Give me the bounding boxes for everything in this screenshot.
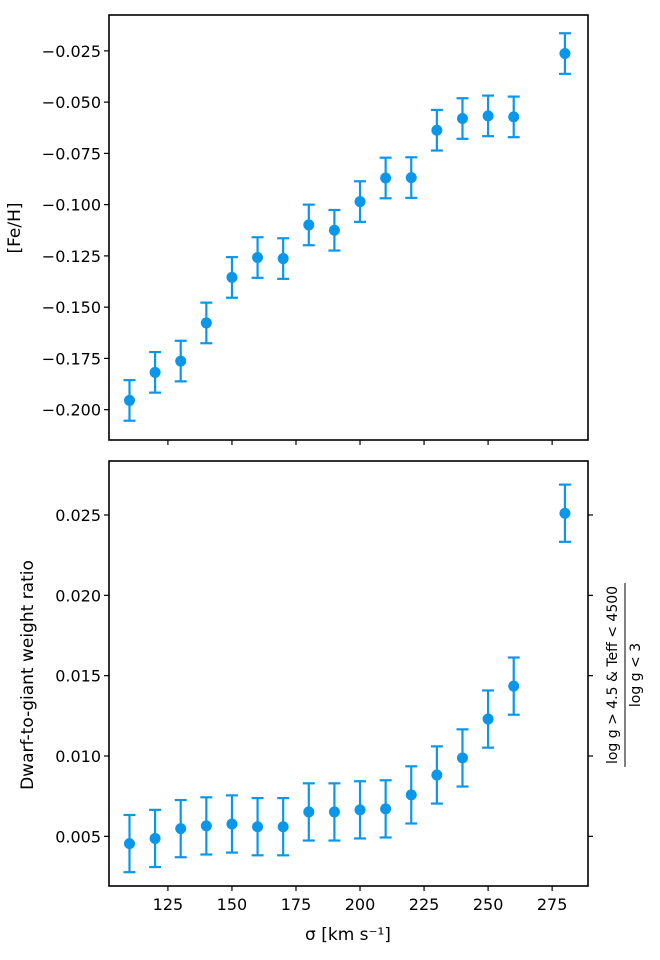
y-tick-label: −0.200 [42,401,101,420]
bottom-right-y-ticks [588,514,593,837]
data-point [508,680,520,692]
data-point [277,821,289,833]
x-tick-label: 250 [473,895,504,914]
data-point [175,355,187,367]
data-point [380,172,392,184]
data-point [226,271,238,283]
data-point [252,252,264,264]
data-point [277,253,289,265]
right-axis-label-denominator: log g < 3 [628,643,644,707]
data-point [431,124,443,136]
bottom-y-ticks: 0.005 0.010 0.015 0.020 0.025 [55,506,109,846]
y-tick-label: 0.025 [55,506,101,525]
x-tick-label: 225 [409,895,440,914]
x-tick-label: 200 [345,895,376,914]
data-point [328,224,340,236]
data-point [380,803,392,815]
x-tick-label: 125 [153,895,184,914]
data-point [431,769,443,781]
y-tick-label: −0.075 [42,144,101,163]
y-tick-label: 0.005 [55,827,101,846]
y-tick-label: 0.015 [55,667,101,686]
y-tick-label: −0.025 [42,42,101,61]
data-point [303,219,315,231]
data-point [508,111,520,123]
bottom-data-marks [123,483,571,874]
bottom-plot-frame [108,460,589,887]
data-point [123,394,135,406]
y-tick-label: −0.050 [42,93,101,112]
data-point [482,713,494,725]
data-point [226,818,238,830]
x-axis-label: σ [km s⁻¹] [305,925,391,945]
y-tick-label: −0.150 [42,298,101,317]
top-y-ticks: −0.200 −0.175 −0.150 −0.125 −0.100 −0.075 −0.0… [42,42,109,420]
data-point [405,789,417,801]
bottom-y-axis-label: Dwarf-to-giant weight ratio [18,560,38,790]
data-point [354,804,366,816]
y-tick-label: 0.020 [55,586,101,605]
data-point [175,823,187,835]
data-point [559,507,571,519]
data-point [405,172,417,184]
right-axis-label-numerator: log g > 4.5 & Teff < 4500 [605,586,621,764]
x-tick-label: 150 [217,895,248,914]
top-data-marks [123,32,571,422]
data-point [303,806,315,818]
x-tick-label: 175 [281,895,312,914]
data-point [354,196,366,208]
x-tick-label: 275 [537,895,568,914]
top-x-ticks [167,440,553,445]
y-tick-label: −0.175 [42,349,101,368]
y-tick-label: −0.100 [42,196,101,215]
data-point [252,821,264,833]
top-y-axis-label: [Fe/H] [5,202,25,253]
top-panel: −0.200 −0.175 −0.150 −0.125 −0.100 −0.075 −0.0… [5,14,589,445]
data-point [328,806,340,818]
y-tick-label: 0.010 [55,747,101,766]
data-point [200,820,212,832]
data-point [149,366,161,378]
bottom-x-ticks: 125 150 175 200 225 250 275 [153,886,568,914]
data-point [559,48,571,60]
data-point [456,113,468,125]
data-point [200,317,212,329]
data-point [482,110,494,122]
right-axis-label: log g > 4.5 & Teff < 4500 log g < 3 [605,583,644,767]
y-tick-label: −0.125 [42,247,101,266]
bottom-panel: 0.005 0.010 0.015 0.020 0.025 125 150 175 200 22… [18,460,644,945]
top-plot-frame [108,14,589,441]
data-point [456,752,468,764]
data-point [123,838,135,850]
data-point [149,832,161,844]
